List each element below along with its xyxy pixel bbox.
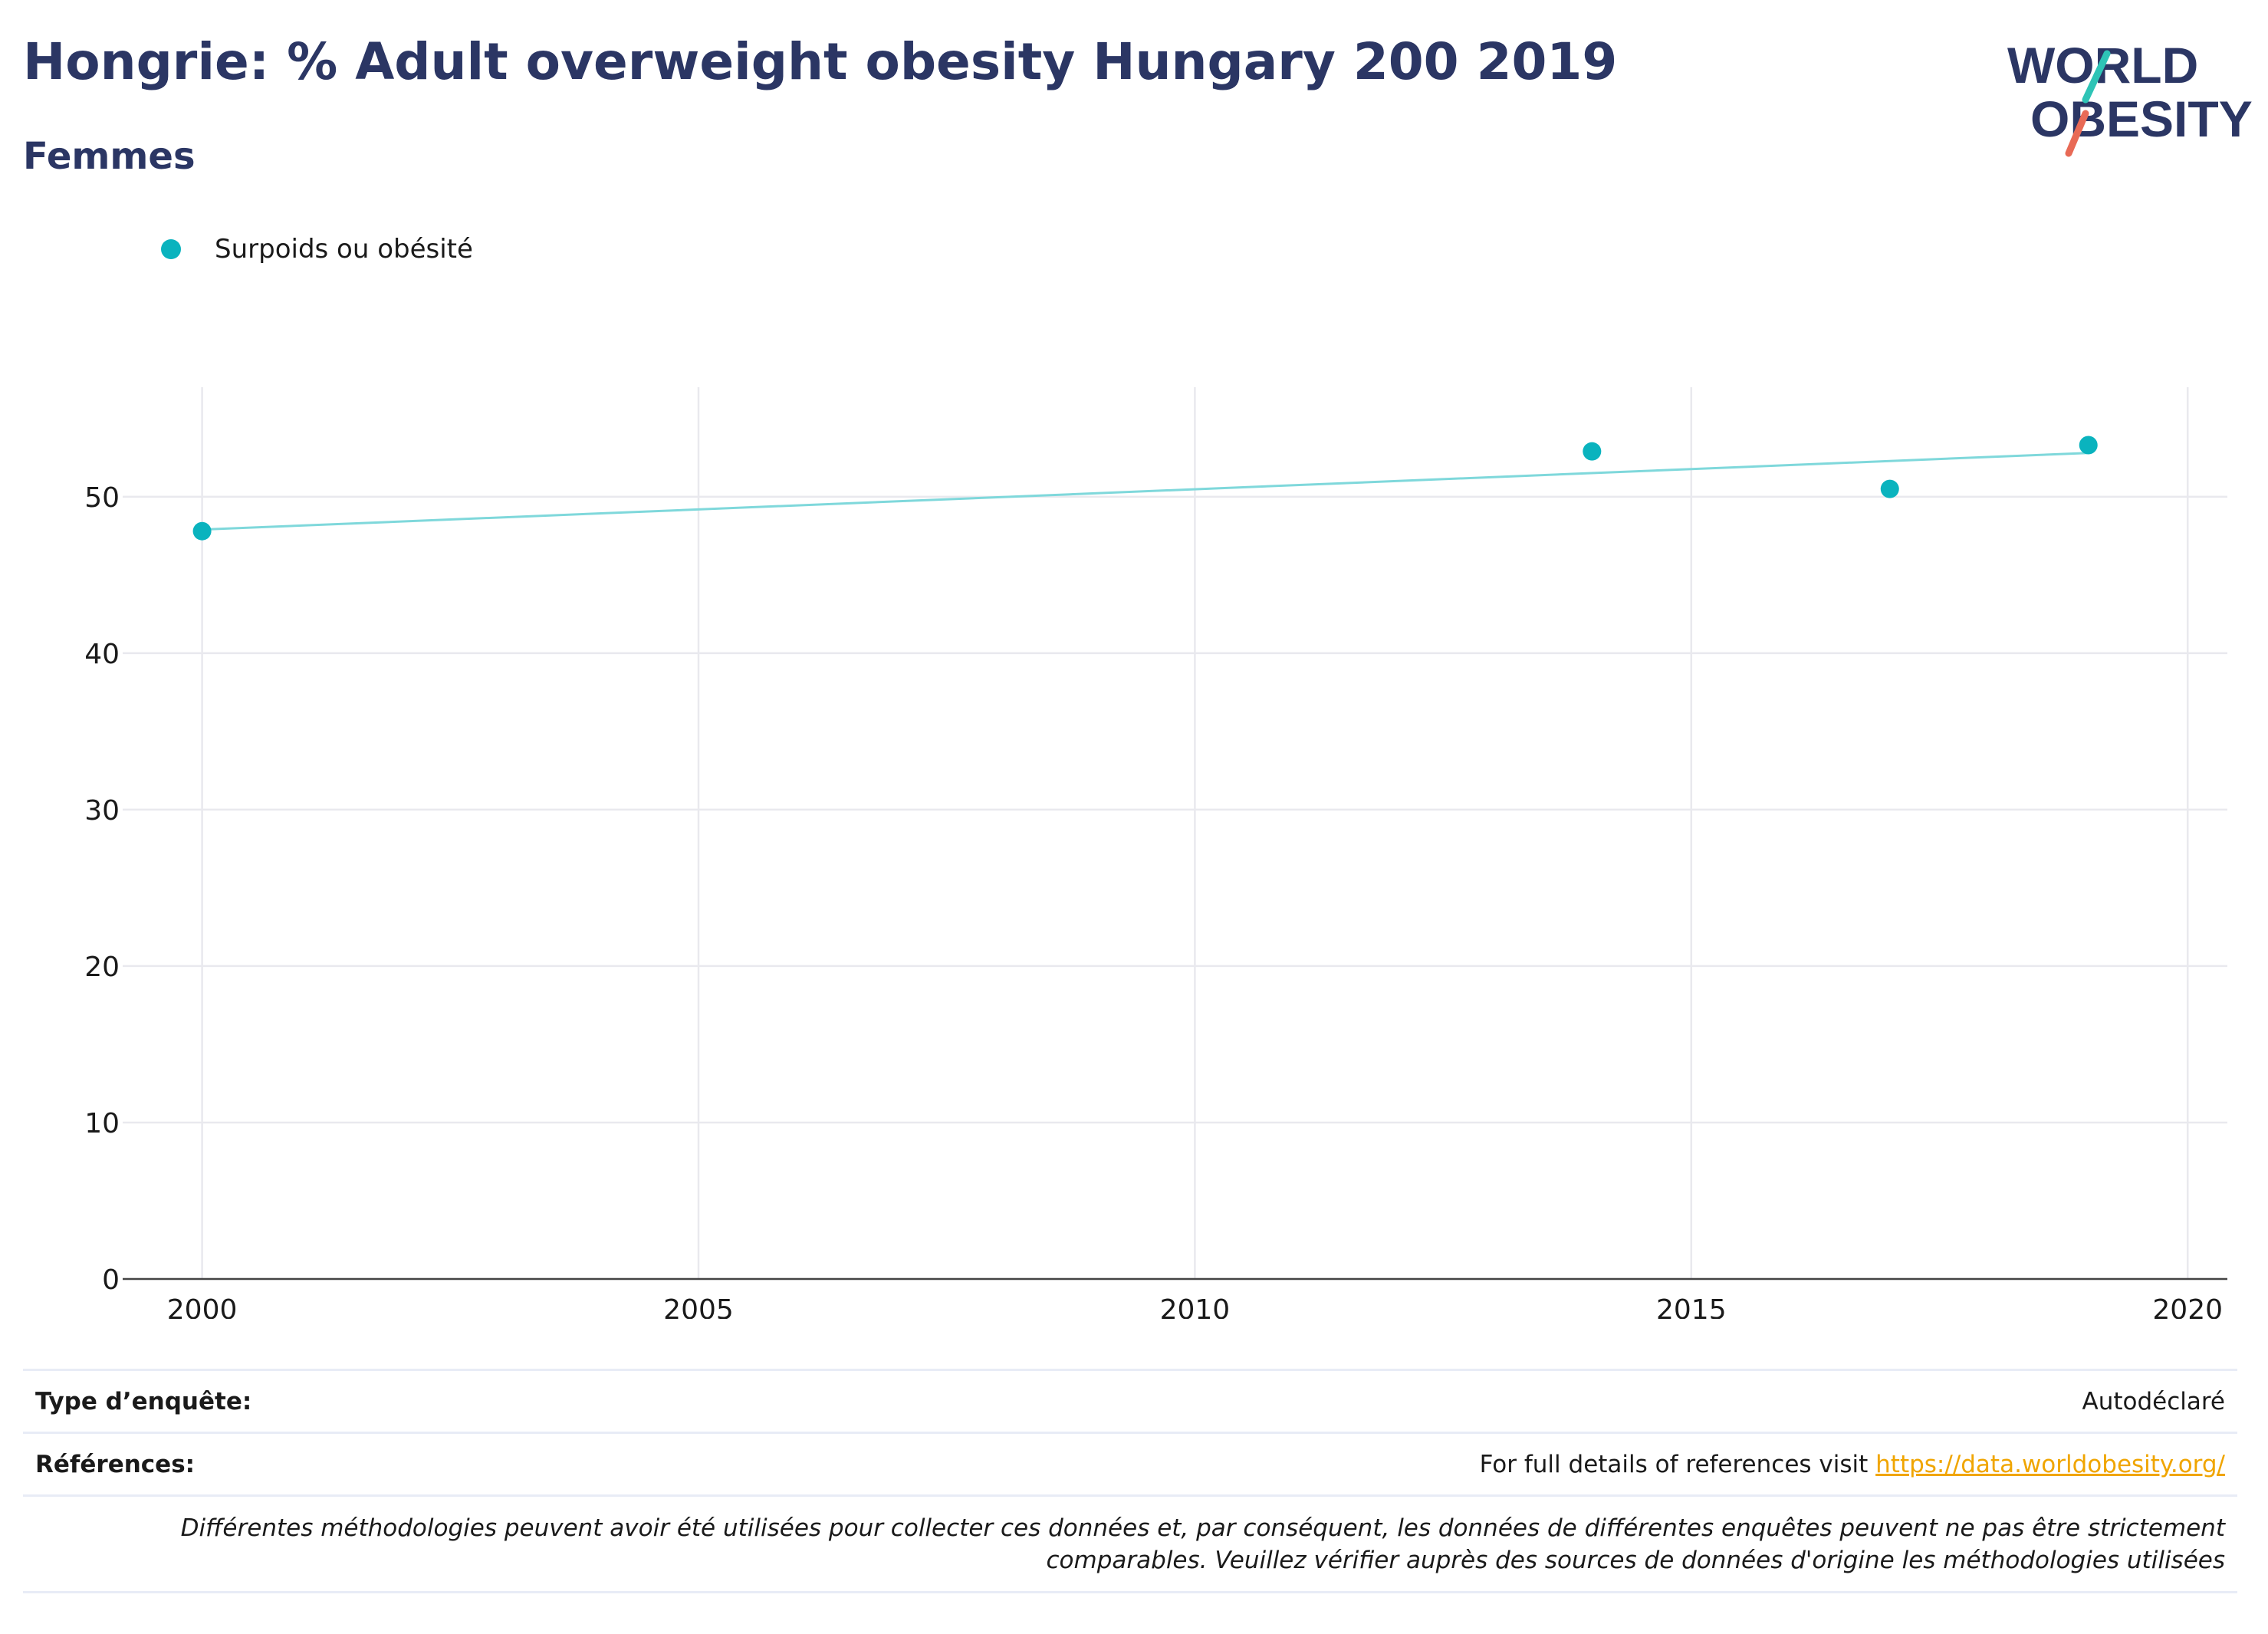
survey-type-label: Type d’enquête: <box>35 1388 252 1415</box>
x-tick-label: 2020 <box>2152 1294 2223 1319</box>
scatter-chart: 2000 2005 2010 2015 2020 0 10 20 30 40 50 <box>84 387 2227 1319</box>
x-tick-label: 2015 <box>1656 1294 1727 1319</box>
survey-type-value: Autodéclaré <box>2082 1388 2225 1415</box>
logo-slash-top <box>2082 50 2111 104</box>
y-tick-label: 0 <box>102 1264 120 1296</box>
methodology-note-row: Différentes méthodologies peuvent avoir … <box>23 1494 2237 1593</box>
page-title: Hongrie: % Adult overweight obesity Hung… <box>23 32 1618 91</box>
references-text: For full details of references visit <box>1479 1451 1876 1478</box>
world-obesity-logo: WORLD OBESITY <box>2007 37 2253 157</box>
data-point <box>192 521 212 541</box>
footer-divider <box>23 1591 2237 1593</box>
page-subtitle: Femmes <box>23 135 196 178</box>
chart-legend[interactable]: Surpoids ou obésité <box>161 230 473 268</box>
x-tick-label: 2000 <box>167 1294 238 1319</box>
logo-slash-bottom <box>2065 110 2089 157</box>
y-tick-label: 40 <box>84 639 120 670</box>
data-point <box>2079 436 2098 455</box>
legend-marker <box>161 239 181 259</box>
data-point <box>1583 442 1602 461</box>
y-tick-label: 50 <box>84 482 120 514</box>
x-tick-label: 2010 <box>1160 1294 1231 1319</box>
y-tick-label: 20 <box>84 952 120 983</box>
references-row: Références: For full details of referenc… <box>23 1432 2237 1497</box>
logo-text-obesity: OBESITY <box>2030 90 2253 147</box>
trend-line <box>202 452 2089 531</box>
y-tick-label: 10 <box>84 1108 120 1139</box>
references-label: Références: <box>35 1451 196 1478</box>
survey-type-row: Type d’enquête: Autodéclaré <box>23 1369 2237 1434</box>
references-value: For full details of references visit htt… <box>1480 1451 2225 1478</box>
legend-label: Surpoids ou obésité <box>215 234 473 265</box>
y-tick-label: 30 <box>84 795 120 827</box>
methodology-note: Différentes méthodologies peuvent avoir … <box>180 1514 2225 1574</box>
data-point <box>1880 479 1899 498</box>
x-tick-label: 2005 <box>663 1294 734 1319</box>
references-link[interactable]: https://data.worldobesity.org/ <box>1875 1451 2225 1478</box>
